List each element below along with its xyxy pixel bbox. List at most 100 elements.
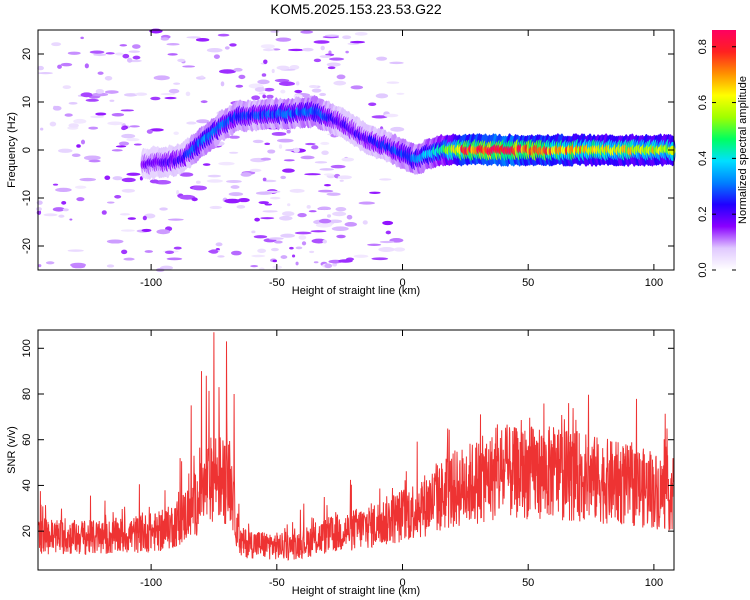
spectrogram-cell [80,139,86,145]
spectrogram-cell [257,248,267,253]
spectrogram-cell [262,210,278,213]
spectrogram-cell [209,205,222,210]
spectrogram-cell [342,35,352,40]
spectrogram-cell [350,85,364,90]
spectrogram-cell [326,192,341,196]
spectrogram-cell [73,118,87,124]
spectrogram-cell [280,255,288,259]
spectrogram-y-tick-label: -10 [21,190,33,206]
spectrogram-cell [52,183,59,186]
spectrogram-cell [261,73,267,77]
spectrogram-y-ticks: -20 -10 0 10 20 [21,48,674,254]
spectrogram-cell [176,189,180,195]
spectrogram-cell [104,175,111,181]
spectrogram-cell [300,30,314,34]
spectrogram-cell [64,113,73,117]
spectrogram-cell [254,87,266,92]
spectrogram-cell [337,175,352,180]
spectrogram-cell [120,109,134,112]
snr-y-axis-label: SNR (v/v) [6,426,18,474]
spectrogram-cell [132,44,141,49]
spectrogram-cell [282,211,295,217]
spectrogram-cell [252,139,264,144]
snr-x-tick-label: -50 [269,577,285,589]
spectrogram-cell [396,92,405,95]
spectrogram-cell [257,79,270,85]
spectrogram-cell [289,246,294,250]
spectrogram-cell [280,233,295,238]
spectrogram-cell [185,91,191,97]
spectrogram-cell [233,67,243,72]
spectrogram-cell [166,257,183,261]
spectrogram-cell [104,75,113,81]
spectrogram-cell [67,249,84,252]
spectrogram-cell [346,214,353,220]
spectrogram-cell [333,80,347,86]
spectrogram-cell [202,163,211,166]
spectrogram-cell [149,179,160,184]
spectrogram-cell [224,198,241,204]
spectrogram-cell [159,207,168,211]
spectrogram-cell [88,126,99,130]
spectrogram-cell [35,207,42,212]
spectrogram-cell [313,58,322,63]
spectrogram-cell [315,222,332,228]
spectrogram-cell [314,161,328,164]
spectrogram-cell [326,62,341,67]
spectrogram-cell [319,55,332,58]
snr-frame [37,329,675,571]
snr-panel: -100 -50 0 50 100 20 40 60 80 100 Height of stra… [6,329,675,597]
spectrogram-cell [196,119,210,124]
spectrogram-cell [283,159,295,162]
spectrogram-y-tick-label: 20 [21,48,33,60]
spectrogram-cell [141,228,152,233]
spectrogram-cell [71,265,86,269]
spectrogram-cell [160,93,176,96]
spectrogram-cell [119,44,128,47]
spectrogram-cell [251,230,256,234]
spectrogram-heatmap [35,28,676,272]
spectrogram-cell [62,85,72,90]
spectrogram-cell [390,126,405,132]
spectrogram-cell [368,102,377,106]
spectrogram-cell [88,159,101,163]
spectrogram-cell [335,207,347,212]
spectrogram-cell [206,48,223,53]
spectrogram-cell [156,229,171,235]
spectrogram-cell [318,206,331,211]
spectrogram-cell [121,249,128,255]
spectrogram-cell [297,212,307,218]
colorbar-gradient [712,30,736,270]
spectrogram-cell [146,129,153,134]
spectrogram-cell [367,243,382,246]
spectrogram-cell [264,203,273,206]
spectrogram-cell [123,257,135,261]
snr-x-tick-label: 50 [522,577,534,589]
spectrogram-cell [126,172,141,176]
spectrogram-cell [309,250,315,254]
spectrogram-x-tick-label: -50 [269,277,285,289]
spectrogram-cell [192,185,207,191]
spectrogram-cell [282,168,295,173]
spectrogram-cell [320,141,330,145]
spectrogram-cell [207,174,222,178]
spectrogram-cell [279,215,293,221]
spectrogram-cell [209,249,219,254]
spectrogram-cell [200,100,208,104]
spectrogram-cell [304,173,321,176]
snr-y-tick-label: 100 [21,339,33,357]
spectrogram-cell [339,179,344,182]
spectrogram-cell [328,57,345,61]
spectrogram-cell [375,93,389,99]
spectrogram-cell [135,92,148,96]
spectrogram-cell [153,75,170,81]
figure-title: KOM5.2025.153.23.53.G22 [270,1,441,17]
spectrogram-cell [289,188,305,193]
spectrogram-cell [341,157,355,162]
spectrogram-cell [332,211,347,217]
spectrogram-cell [118,141,130,146]
spectrogram-cell [236,204,246,209]
spectrogram-cell [371,257,389,261]
spectrogram-cell [229,43,237,47]
